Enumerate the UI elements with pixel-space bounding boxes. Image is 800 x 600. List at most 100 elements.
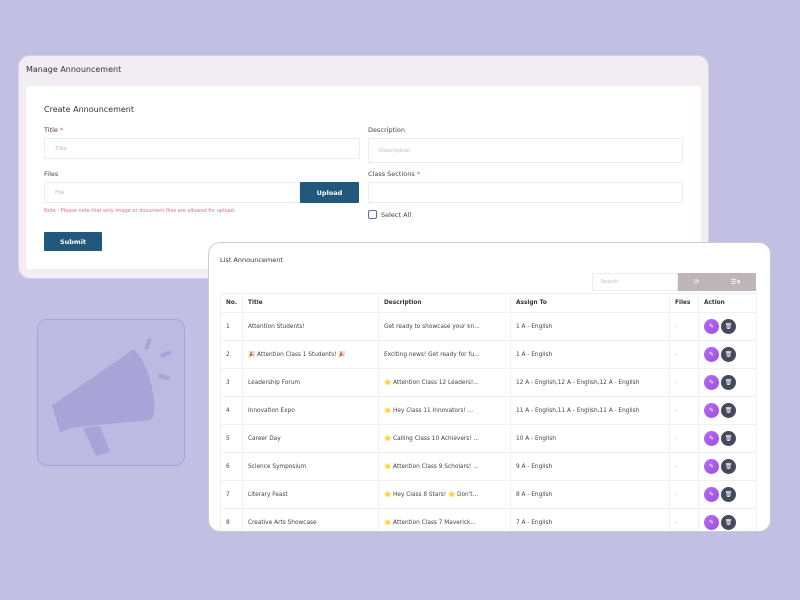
cell-files: - — [669, 340, 699, 369]
table-row: 4 Innovation Expo 🌟 Hey Class 11 Innovator… — [220, 396, 757, 425]
header-files: Files — [669, 293, 699, 313]
edit-icon: ✎ — [708, 407, 715, 414]
cell-title: Career Day — [242, 424, 379, 453]
trash-icon: 🗑 — [724, 323, 733, 330]
cell-no: 1 — [220, 312, 243, 341]
cell-assign-to: 12 A - English,12 A - English,12 A - Eng… — [510, 368, 670, 397]
edit-button[interactable]: ✎ — [704, 403, 719, 418]
cell-description: 🌟 Hey Class 8 Stars! 🌟 Don't... — [378, 480, 511, 509]
submit-button[interactable]: Submit — [44, 232, 102, 251]
trash-icon: 🗑 — [724, 351, 733, 358]
announcement-table: No. Title Description Assign To Files Ac… — [220, 293, 757, 531]
cell-files: - — [669, 312, 699, 341]
upload-note: Note : Please note that only image or do… — [44, 208, 236, 214]
trash-icon: 🗑 — [724, 519, 733, 526]
cell-description: 🌟 Attention Class 12 Leaders!... — [378, 368, 511, 397]
cell-no: 7 — [220, 480, 243, 509]
cell-title: 🎉 Attention Class 1 Students! 🎉 — [242, 340, 379, 369]
cell-assign-to: 1 A - English — [510, 340, 670, 369]
cell-files: - — [669, 480, 699, 509]
cell-title: Creative Arts Showcase — [242, 508, 379, 531]
edit-button[interactable]: ✎ — [704, 347, 719, 362]
file-input[interactable]: File — [44, 182, 300, 203]
header-action: Action — [698, 293, 757, 313]
edit-icon: ✎ — [708, 323, 715, 330]
edit-icon: ✎ — [708, 463, 715, 470]
table-row: 8 Creative Arts Showcase 🌟 Attention Class… — [220, 508, 757, 531]
delete-button[interactable]: 🗑 — [721, 431, 736, 446]
page-title: Manage Announcement — [26, 65, 122, 74]
trash-icon: 🗑 — [724, 491, 733, 498]
table-row: 5 Career Day 🌟 Calling Class 10 Achievers!… — [220, 424, 757, 453]
edit-icon: ✎ — [708, 379, 715, 386]
cell-action: ✎ 🗑 — [698, 396, 757, 425]
edit-button[interactable]: ✎ — [704, 487, 719, 502]
list-columns-icon[interactable]: ☰▾ — [730, 278, 741, 286]
megaphone-illustration — [37, 319, 185, 466]
cell-description: 🌟 Hey Class 11 Innovators! ... — [378, 396, 511, 425]
edit-icon: ✎ — [708, 351, 715, 358]
trash-icon: 🗑 — [724, 463, 733, 470]
cell-title: Science Symposium — [242, 452, 379, 481]
cell-action: ✎ 🗑 — [698, 312, 757, 341]
delete-button[interactable]: 🗑 — [721, 459, 736, 474]
list-announcement-card: List Announcement Search ⟳ ☰▾ No. Title … — [208, 242, 771, 532]
cell-files: - — [669, 452, 699, 481]
trash-icon: 🗑 — [724, 379, 733, 386]
delete-button[interactable]: 🗑 — [721, 319, 736, 334]
cell-description: Exciting news! Get ready for fu... — [378, 340, 511, 369]
delete-button[interactable]: 🗑 — [721, 487, 736, 502]
select-all-label: Select All — [381, 211, 412, 219]
cell-files: - — [669, 368, 699, 397]
table-row: 2 🎉 Attention Class 1 Students! 🎉 Exciting… — [220, 340, 757, 369]
cell-files: - — [669, 508, 699, 531]
edit-icon: ✎ — [708, 435, 715, 442]
files-label: Files — [44, 170, 59, 178]
create-announcement-form: Create Announcement Title * Title Descri… — [26, 86, 701, 269]
description-input[interactable]: Description — [368, 138, 683, 163]
header-description: Description — [378, 293, 511, 313]
table-row: 3 Leadership Forum 🌟 Attention Class 12 Le… — [220, 368, 757, 397]
cell-title: Literary Feast — [242, 480, 379, 509]
megaphone-icon — [52, 338, 172, 456]
cell-action: ✎ 🗑 — [698, 424, 757, 453]
table-toolbar: ⟳ ☰▾ — [678, 273, 756, 291]
edit-button[interactable]: ✎ — [704, 459, 719, 474]
delete-button[interactable]: 🗑 — [721, 515, 736, 530]
edit-button[interactable]: ✎ — [704, 375, 719, 390]
cell-assign-to: 7 A - English — [510, 508, 670, 531]
cell-description: 🌟 Attention Class 7 Maverick... — [378, 508, 511, 531]
cell-title: Attention Students! — [242, 312, 379, 341]
cell-action: ✎ 🗑 — [698, 452, 757, 481]
description-label: Description — [368, 126, 406, 134]
title-label: Title * — [44, 126, 64, 134]
select-all-checkbox[interactable] — [368, 210, 377, 219]
cell-assign-to: 8 A - English — [510, 480, 670, 509]
class-sections-label: Class Sections * — [368, 170, 421, 178]
trash-icon: 🗑 — [724, 435, 733, 442]
form-title: Create Announcement — [44, 105, 135, 114]
edit-icon: ✎ — [708, 519, 715, 526]
title-input[interactable]: Title — [44, 138, 360, 159]
delete-button[interactable]: 🗑 — [721, 403, 736, 418]
upload-button[interactable]: Upload — [300, 182, 359, 203]
list-title: List Announcement — [220, 256, 283, 264]
class-sections-select[interactable] — [368, 182, 683, 203]
search-input[interactable]: Search — [592, 273, 678, 291]
cell-action: ✎ 🗑 — [698, 368, 757, 397]
cell-no: 3 — [220, 368, 243, 397]
cell-title: Leadership Forum — [242, 368, 379, 397]
cell-no: 4 — [220, 396, 243, 425]
delete-button[interactable]: 🗑 — [721, 375, 736, 390]
edit-button[interactable]: ✎ — [704, 431, 719, 446]
manage-announcement-card: Manage Announcement Create Announcement … — [18, 55, 709, 279]
refresh-icon[interactable]: ⟳ — [693, 278, 700, 286]
cell-no: 6 — [220, 452, 243, 481]
edit-button[interactable]: ✎ — [704, 319, 719, 334]
cell-assign-to: 1 A - English — [510, 312, 670, 341]
delete-button[interactable]: 🗑 — [721, 347, 736, 362]
edit-button[interactable]: ✎ — [704, 515, 719, 530]
cell-files: - — [669, 424, 699, 453]
cell-no: 8 — [220, 508, 243, 531]
cell-assign-to: 9 A - English — [510, 452, 670, 481]
